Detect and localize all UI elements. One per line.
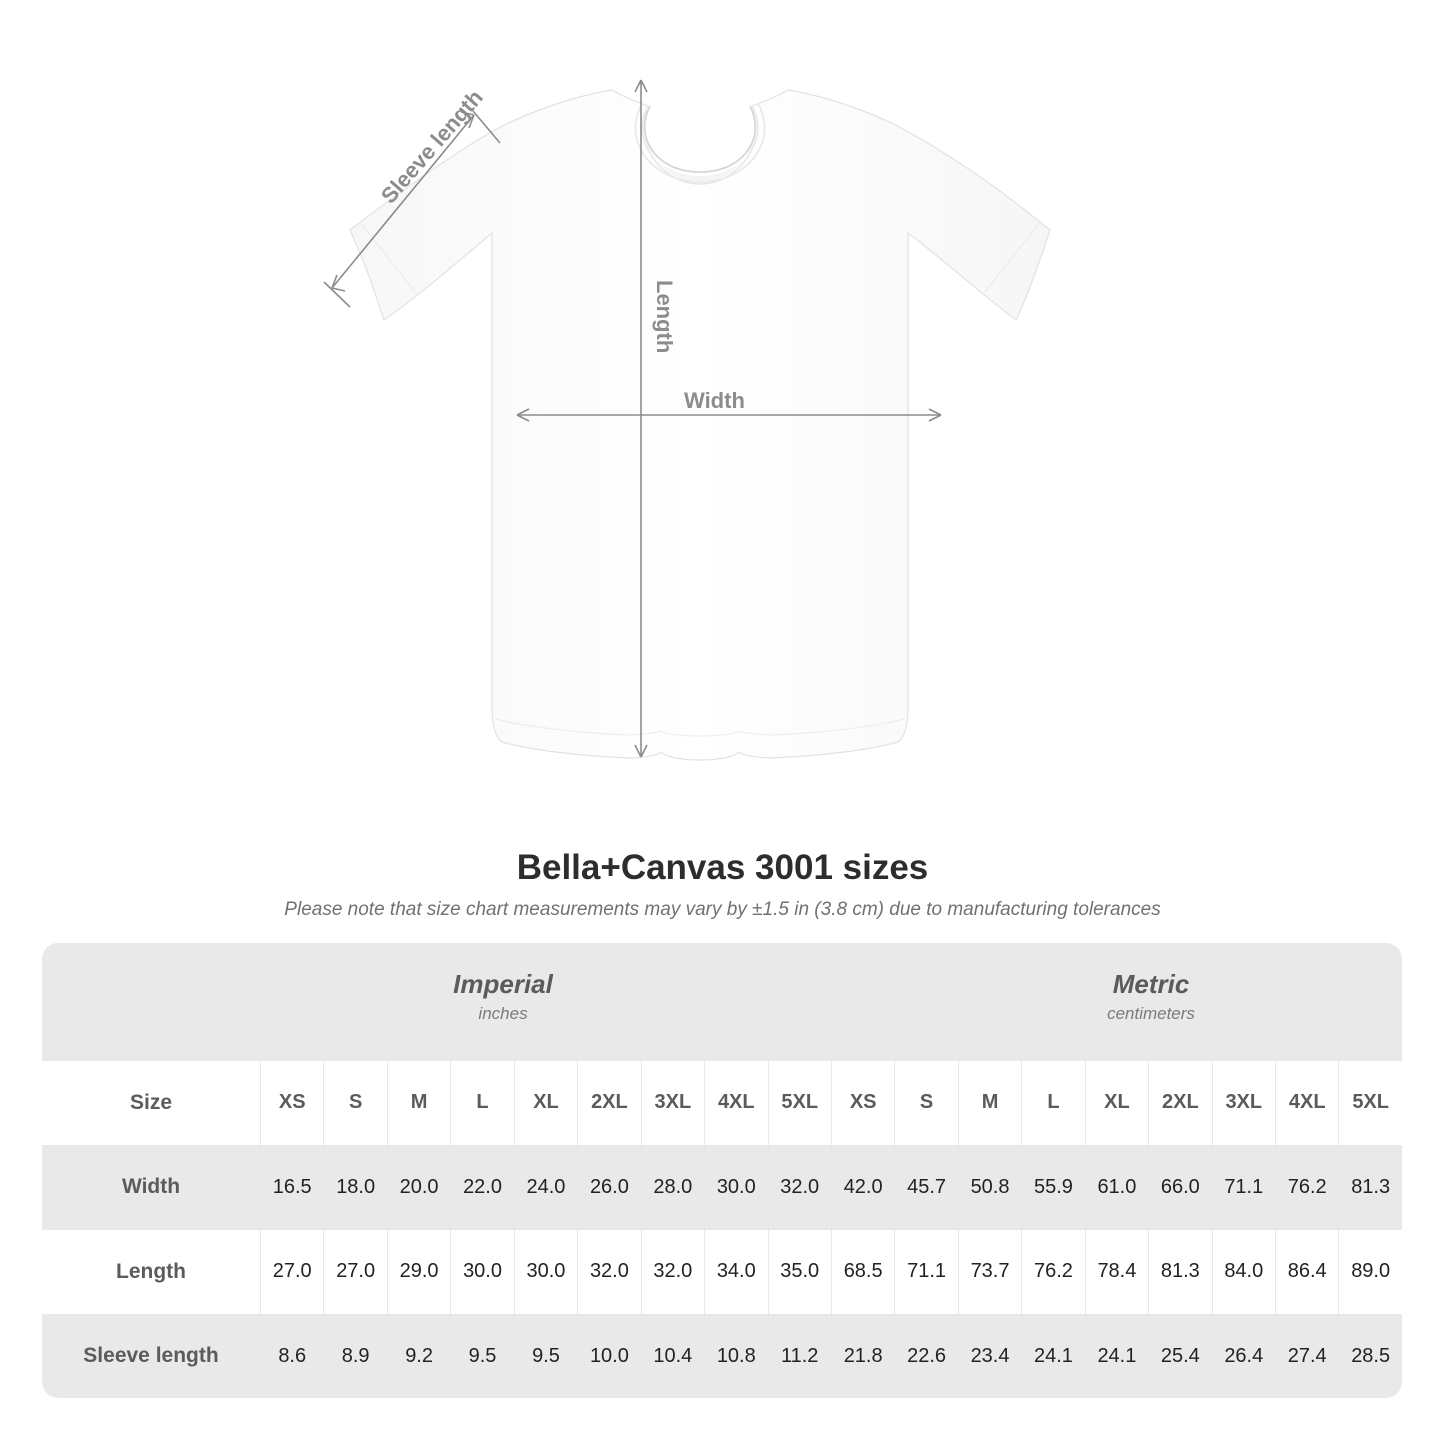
- svg-text:Length: Length: [652, 280, 677, 353]
- svg-text:Width: Width: [684, 388, 745, 413]
